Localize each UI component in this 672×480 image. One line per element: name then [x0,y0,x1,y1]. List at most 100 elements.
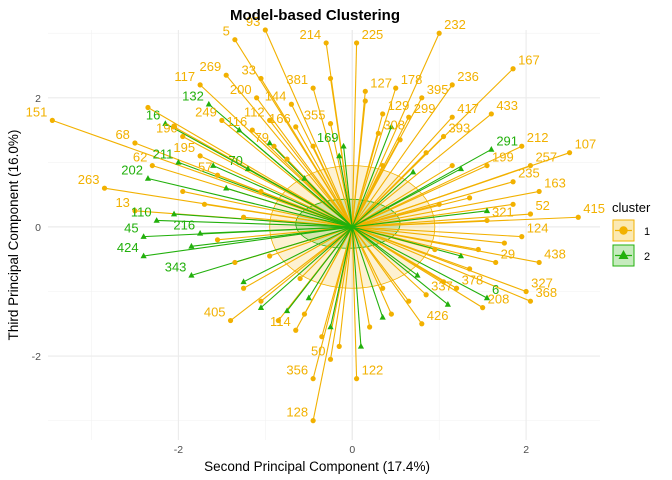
cluster-1-point [101,185,108,191]
cluster-1-segment [329,226,353,360]
point-label-211: 211 [153,146,174,161]
cluster-1-point [293,327,299,333]
cluster-1-segment [352,165,488,228]
cluster-1-segment [182,190,353,228]
cluster-2-point [457,165,465,172]
point-label-195: 195 [173,140,195,155]
point-label-236: 236 [457,69,479,84]
cluster-1-segment [351,226,392,315]
cluster-1-point [419,321,425,327]
point-label-79: 79 [255,130,269,145]
cluster-1-point [510,66,516,72]
cluster-2-point [483,207,491,214]
cluster-2-segment [351,126,392,228]
point-label-13: 13 [115,195,129,210]
cluster-1-point [353,40,360,46]
cluster-2-point [153,217,160,223]
cluster-1-segment [351,87,397,228]
point-label-199: 199 [492,150,514,165]
point-label-117: 117 [174,69,195,84]
point-label-395: 395 [427,82,449,97]
cluster-2-point [336,152,343,159]
cluster-1-point [380,285,386,291]
cluster-2-segment [351,226,418,276]
cluster-1-point [362,98,368,104]
cluster-2-point [175,158,182,165]
cluster-1-segment [351,165,453,228]
cluster-1-segment [147,107,353,228]
cluster-2-point [301,175,308,181]
cluster-2-point [144,175,152,181]
point-label-190: 190 [156,121,178,136]
cluster-1-segment [312,87,353,228]
cluster-1-point [527,298,534,304]
cluster-2-point [170,210,178,217]
cluster-2-point [305,294,312,301]
cluster-2-segment [147,177,353,228]
cluster-1-point [393,85,399,91]
center-segments [52,29,579,421]
cluster-1-segment [290,104,353,228]
cluster-2-segment [351,226,449,305]
cluster-2-segment [308,226,353,299]
cluster-1-point [406,298,412,304]
cluster-1-segment [351,33,440,228]
cluster-1-segment [352,216,579,228]
cluster-1-point [375,130,381,136]
point-label-263: 263 [78,172,100,187]
cluster-1-point [484,162,490,169]
cluster-1-point [397,137,403,143]
point-label-114: 114 [270,314,291,329]
cluster-2-segment [200,226,353,234]
cluster-1-point [258,298,264,304]
point-label-308: 308 [383,117,405,132]
cluster-1-segment [351,226,371,328]
cluster-2-segment [352,210,488,228]
cluster-2-point [197,229,204,236]
cluster-1-point [293,124,299,130]
point-label-200: 200 [230,82,252,97]
cluster-2-segment [351,226,362,347]
cluster-1-point [484,217,490,224]
cluster-1-point [453,285,460,291]
cluster-1-point [197,82,203,88]
cluster-2-segment [351,226,488,299]
cluster-1-point [367,324,373,330]
legend-key-1-marker [619,226,628,235]
cluster-2-segment [260,226,353,309]
cluster-2-segment [329,226,353,328]
cluster-1-point [258,75,264,82]
point-label-167: 167 [518,53,540,68]
x-axis-title: Second Principal Component (17.4%) [204,459,430,474]
cluster-1-point [432,246,438,253]
point-label-214: 214 [299,27,321,42]
point-label-129: 129 [388,98,410,113]
cluster-1-point [449,82,455,88]
cluster-1-point [527,162,534,169]
x-tick-label: 0 [349,444,355,456]
cluster-1-segment [269,120,353,228]
point-label-132: 132 [182,88,204,103]
cluster-1-segment [351,226,358,379]
x-tick-label: 2 [523,444,529,456]
cluster-2-segment [208,103,353,228]
cluster-1-segment [221,119,353,228]
cluster-1-point [480,305,486,311]
point-label-368: 368 [535,285,557,300]
point-label-16: 16 [146,108,160,123]
cluster-1-point [232,259,238,266]
cluster-1-point [388,311,394,317]
cluster-1-point [423,292,429,298]
cluster-2-point [205,100,212,107]
cluster-1-point [488,111,494,117]
point-label-291: 291 [496,133,518,148]
legend: cluster 1 2 [612,200,651,267]
cluster-1-point [440,279,447,285]
cluster-1-point [132,208,138,214]
point-label-225: 225 [362,27,384,42]
cluster-1-point [327,121,334,127]
point-label-166: 166 [269,111,291,126]
cluster-2-segment [269,142,353,228]
